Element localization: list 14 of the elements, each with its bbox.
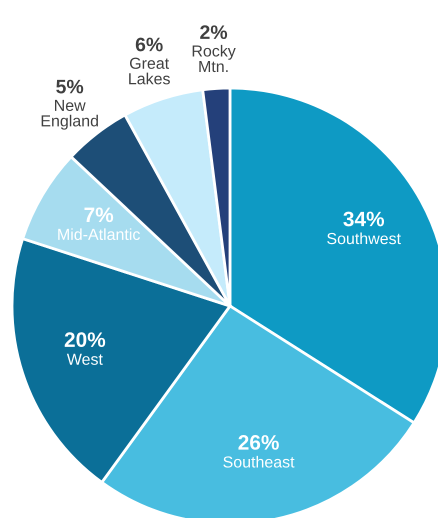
data-label: 34% bbox=[343, 212, 384, 226]
data-label: 20% bbox=[64, 332, 106, 348]
slice-label: Great Lakes bbox=[129, 58, 170, 84]
data-label: 2% bbox=[200, 25, 228, 40]
data-label: 6% bbox=[136, 38, 163, 52]
data-label: 5% bbox=[56, 80, 84, 94]
slice-label: Southeast bbox=[223, 456, 294, 468]
slice-label: West bbox=[66, 354, 103, 365]
slice-label: Mid-Atlantic bbox=[58, 228, 140, 240]
slice-label: Southwest bbox=[327, 232, 401, 244]
slice-label: New England bbox=[42, 100, 98, 130]
data-label: 7% bbox=[84, 208, 114, 222]
data-label: 26% bbox=[238, 435, 279, 450]
slice-label: Rocky Mtn. bbox=[192, 44, 236, 72]
